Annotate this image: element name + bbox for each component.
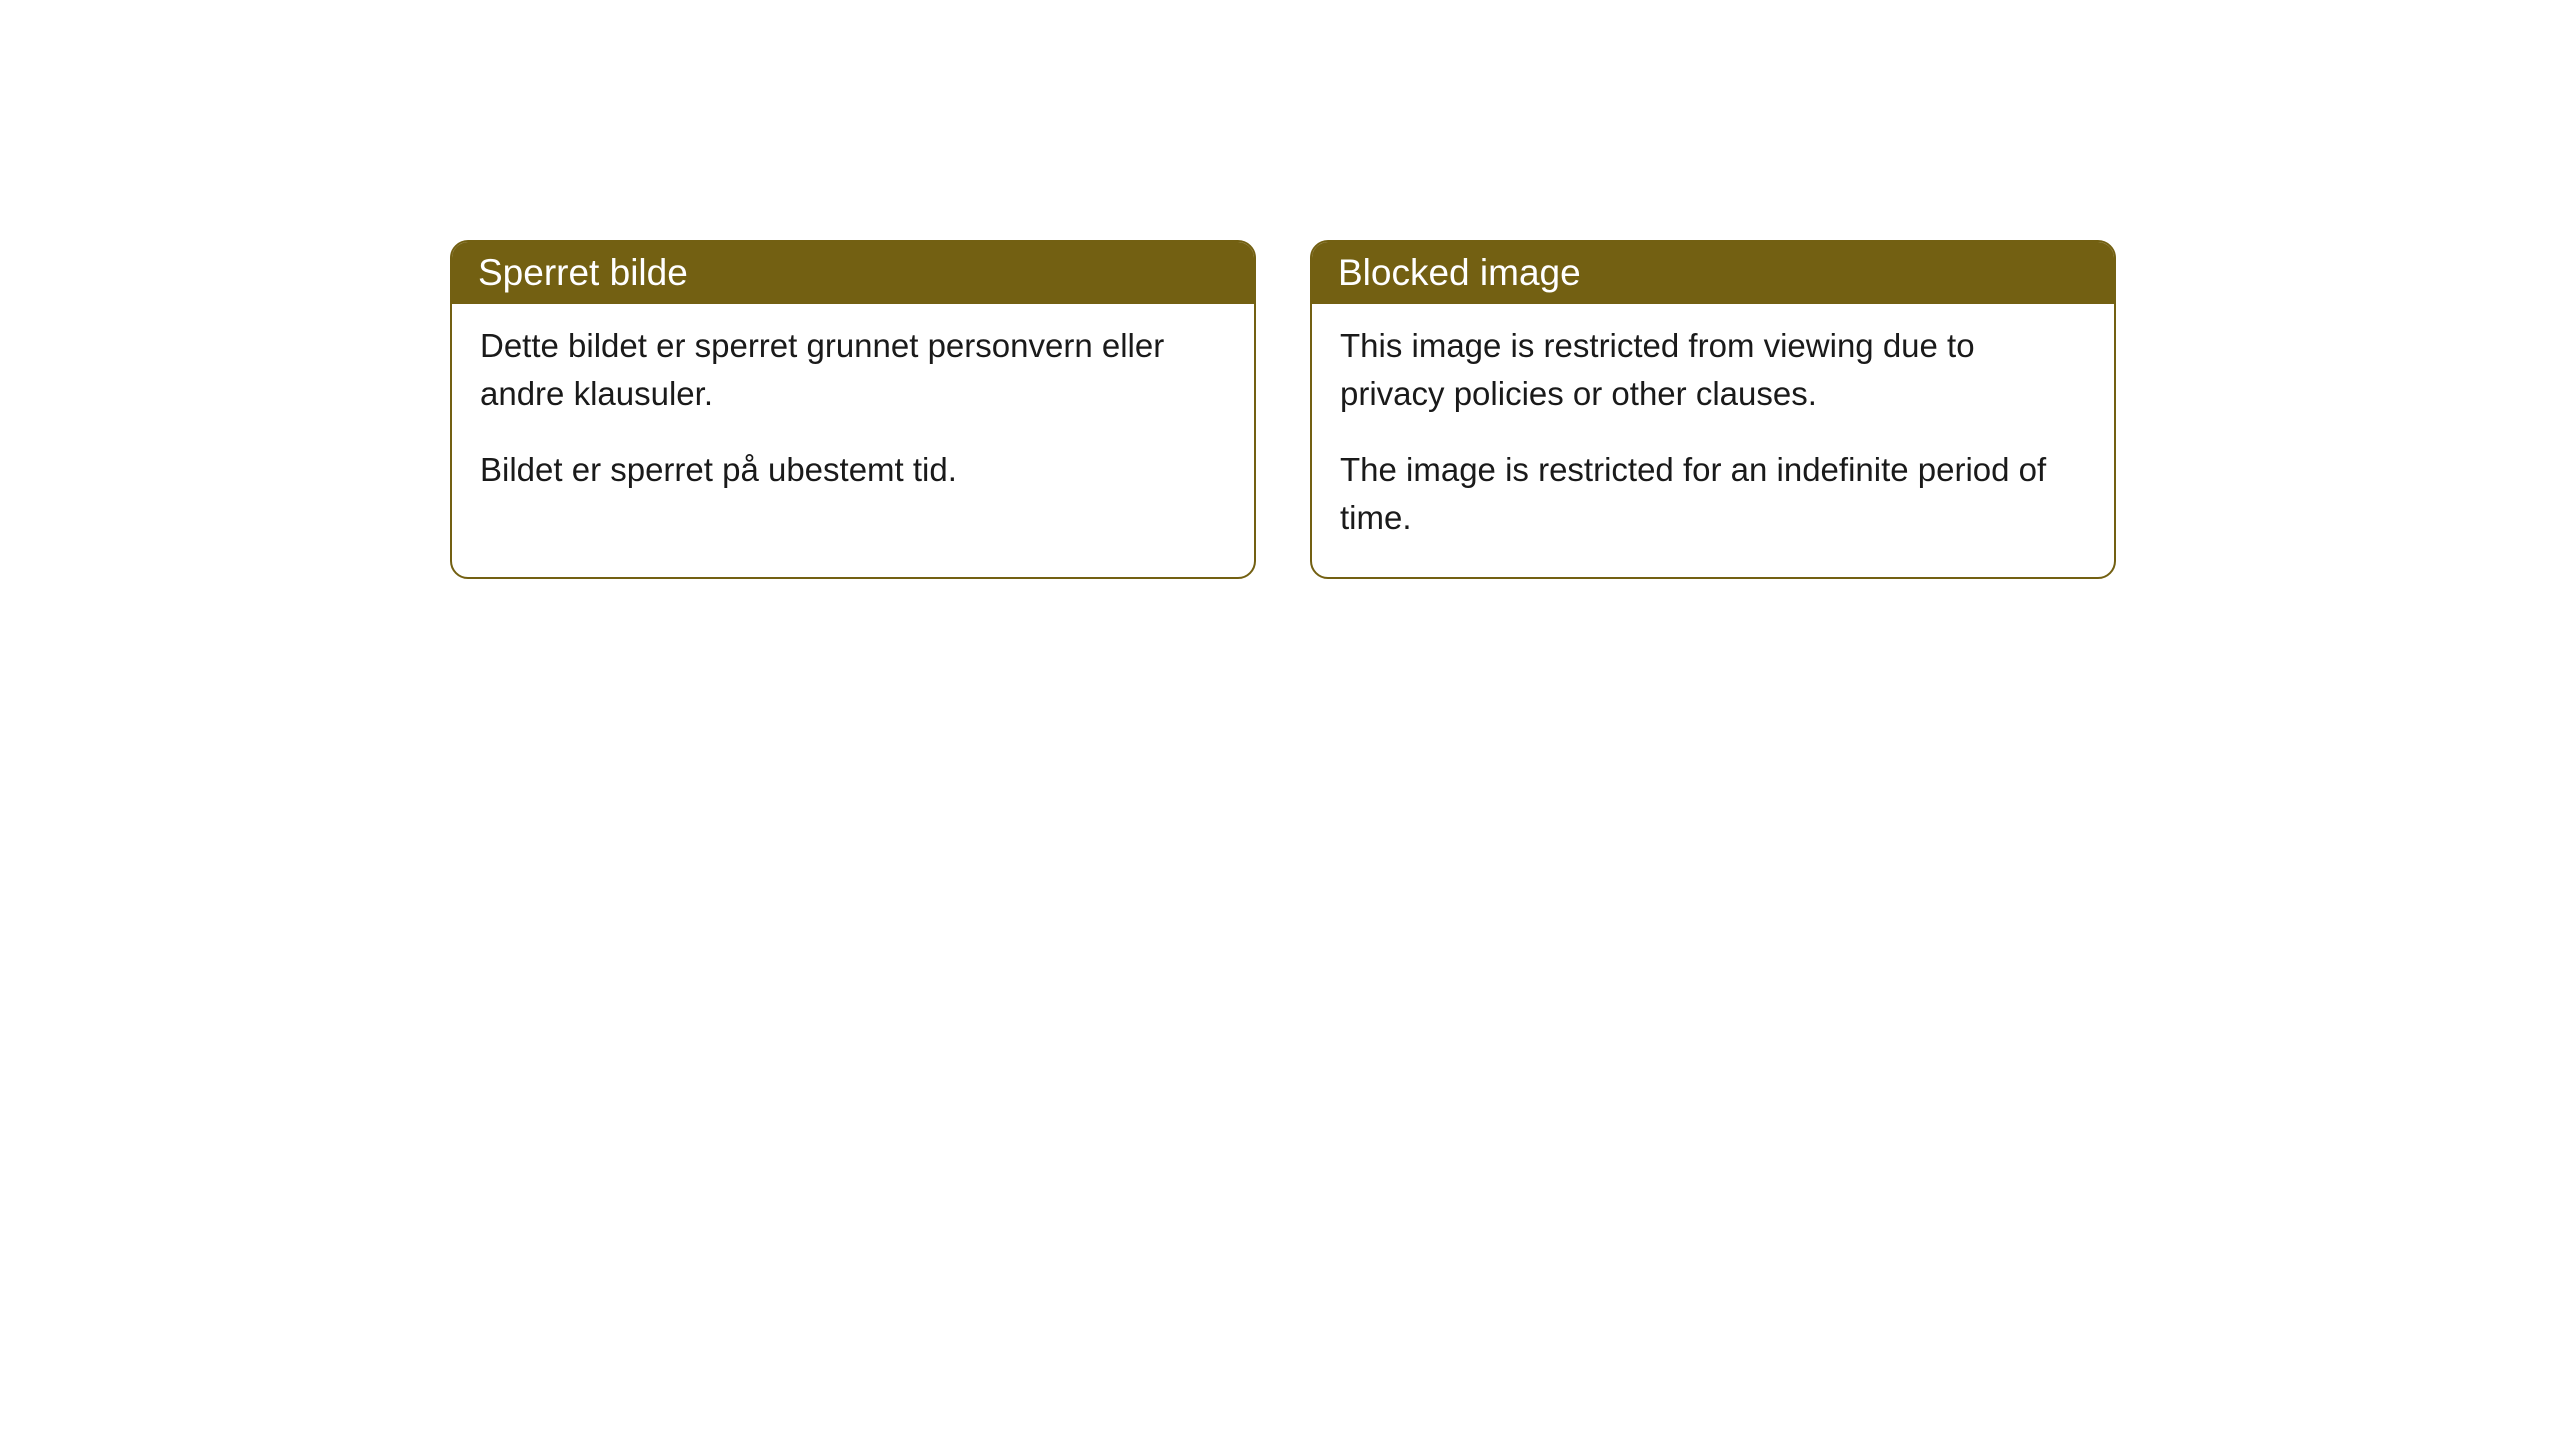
notice-card-english: Blocked image This image is restricted f… xyxy=(1310,240,2116,579)
card-body-english: This image is restricted from viewing du… xyxy=(1312,304,2114,577)
notice-container: Sperret bilde Dette bildet er sperret gr… xyxy=(450,240,2116,579)
card-paragraph: Bildet er sperret på ubestemt tid. xyxy=(480,446,1226,494)
card-title: Blocked image xyxy=(1338,252,1581,293)
notice-card-norwegian: Sperret bilde Dette bildet er sperret gr… xyxy=(450,240,1256,579)
card-body-norwegian: Dette bildet er sperret grunnet personve… xyxy=(452,304,1254,530)
card-paragraph: Dette bildet er sperret grunnet personve… xyxy=(480,322,1226,418)
card-header-english: Blocked image xyxy=(1312,242,2114,304)
card-title: Sperret bilde xyxy=(478,252,688,293)
card-paragraph: This image is restricted from viewing du… xyxy=(1340,322,2086,418)
card-paragraph: The image is restricted for an indefinit… xyxy=(1340,446,2086,542)
card-header-norwegian: Sperret bilde xyxy=(452,242,1254,304)
